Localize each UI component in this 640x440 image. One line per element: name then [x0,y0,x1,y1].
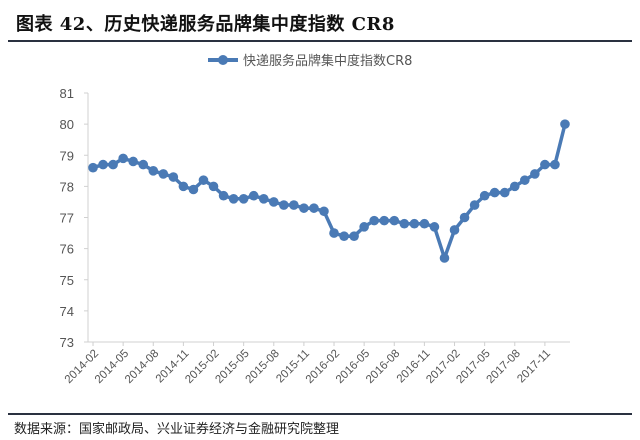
y-tick-label: 73 [60,335,74,350]
y-tick-label: 74 [60,304,74,319]
data-point [208,181,219,192]
data-point [409,218,420,229]
data-point [540,159,550,170]
data-source-note: 数据来源：国家邮政局、兴业证券经济与金融研究院整理 [14,422,340,437]
data-point [279,200,289,210]
x-tick-label: 2014-08 [123,348,161,386]
data-point [399,218,410,229]
y-tick-label: 80 [60,117,74,132]
data-point [88,162,98,173]
line-chart: 快递服务品牌集中度指数CR87374757677787980812014-022… [60,53,570,386]
data-point [459,212,470,223]
data-point [349,231,359,241]
data-point [439,253,450,263]
x-tick-label: 2017-08 [485,348,523,386]
data-point [138,159,149,170]
data-point [359,222,369,232]
x-tick-label: 2016-08 [364,348,402,386]
data-point [108,159,118,170]
data-point [188,184,199,195]
bottom-divider [8,413,632,415]
data-point [429,222,440,232]
data-point [158,169,169,179]
x-tick-label: 2017-11 [515,348,553,386]
y-tick-label: 76 [60,242,74,257]
data-point [218,190,229,201]
data-point [299,203,309,213]
data-point [228,194,239,204]
top-divider [8,40,632,42]
data-point [339,231,349,241]
data-point [238,194,249,204]
data-point [258,194,269,204]
data-point [198,175,209,185]
data-point [268,197,279,207]
y-tick-label: 81 [60,86,74,101]
data-point [499,187,510,198]
y-tick-label: 79 [60,148,74,163]
data-point [128,156,138,167]
data-point [469,200,480,210]
data-point [118,153,128,164]
data-point [550,159,560,170]
y-tick-label: 77 [60,211,74,226]
data-point [168,172,179,182]
data-point [178,181,189,192]
data-point [369,215,379,226]
y-tick-label: 78 [60,179,74,194]
data-point [479,190,490,201]
legend-marker-icon [218,55,228,65]
data-point [560,119,570,129]
legend-label: 快递服务品牌集中度指数CR8 [243,53,412,69]
data-point [419,218,430,229]
data-point [449,225,460,235]
data-point [389,215,400,226]
data-point [489,187,500,198]
data-point [520,175,530,185]
data-point [289,200,299,210]
x-tick-label: 2015-08 [244,348,282,386]
data-point [98,159,108,170]
data-point [319,206,329,217]
data-point [148,166,159,176]
data-point [248,190,259,201]
data-point [530,169,540,179]
data-point [509,181,520,192]
data-point [309,203,319,213]
chart-title: 图表 42、历史快递服务品牌集中度指数 CR8 [16,14,395,35]
data-point [379,215,390,226]
y-tick-label: 75 [60,273,74,288]
data-point [329,228,339,238]
